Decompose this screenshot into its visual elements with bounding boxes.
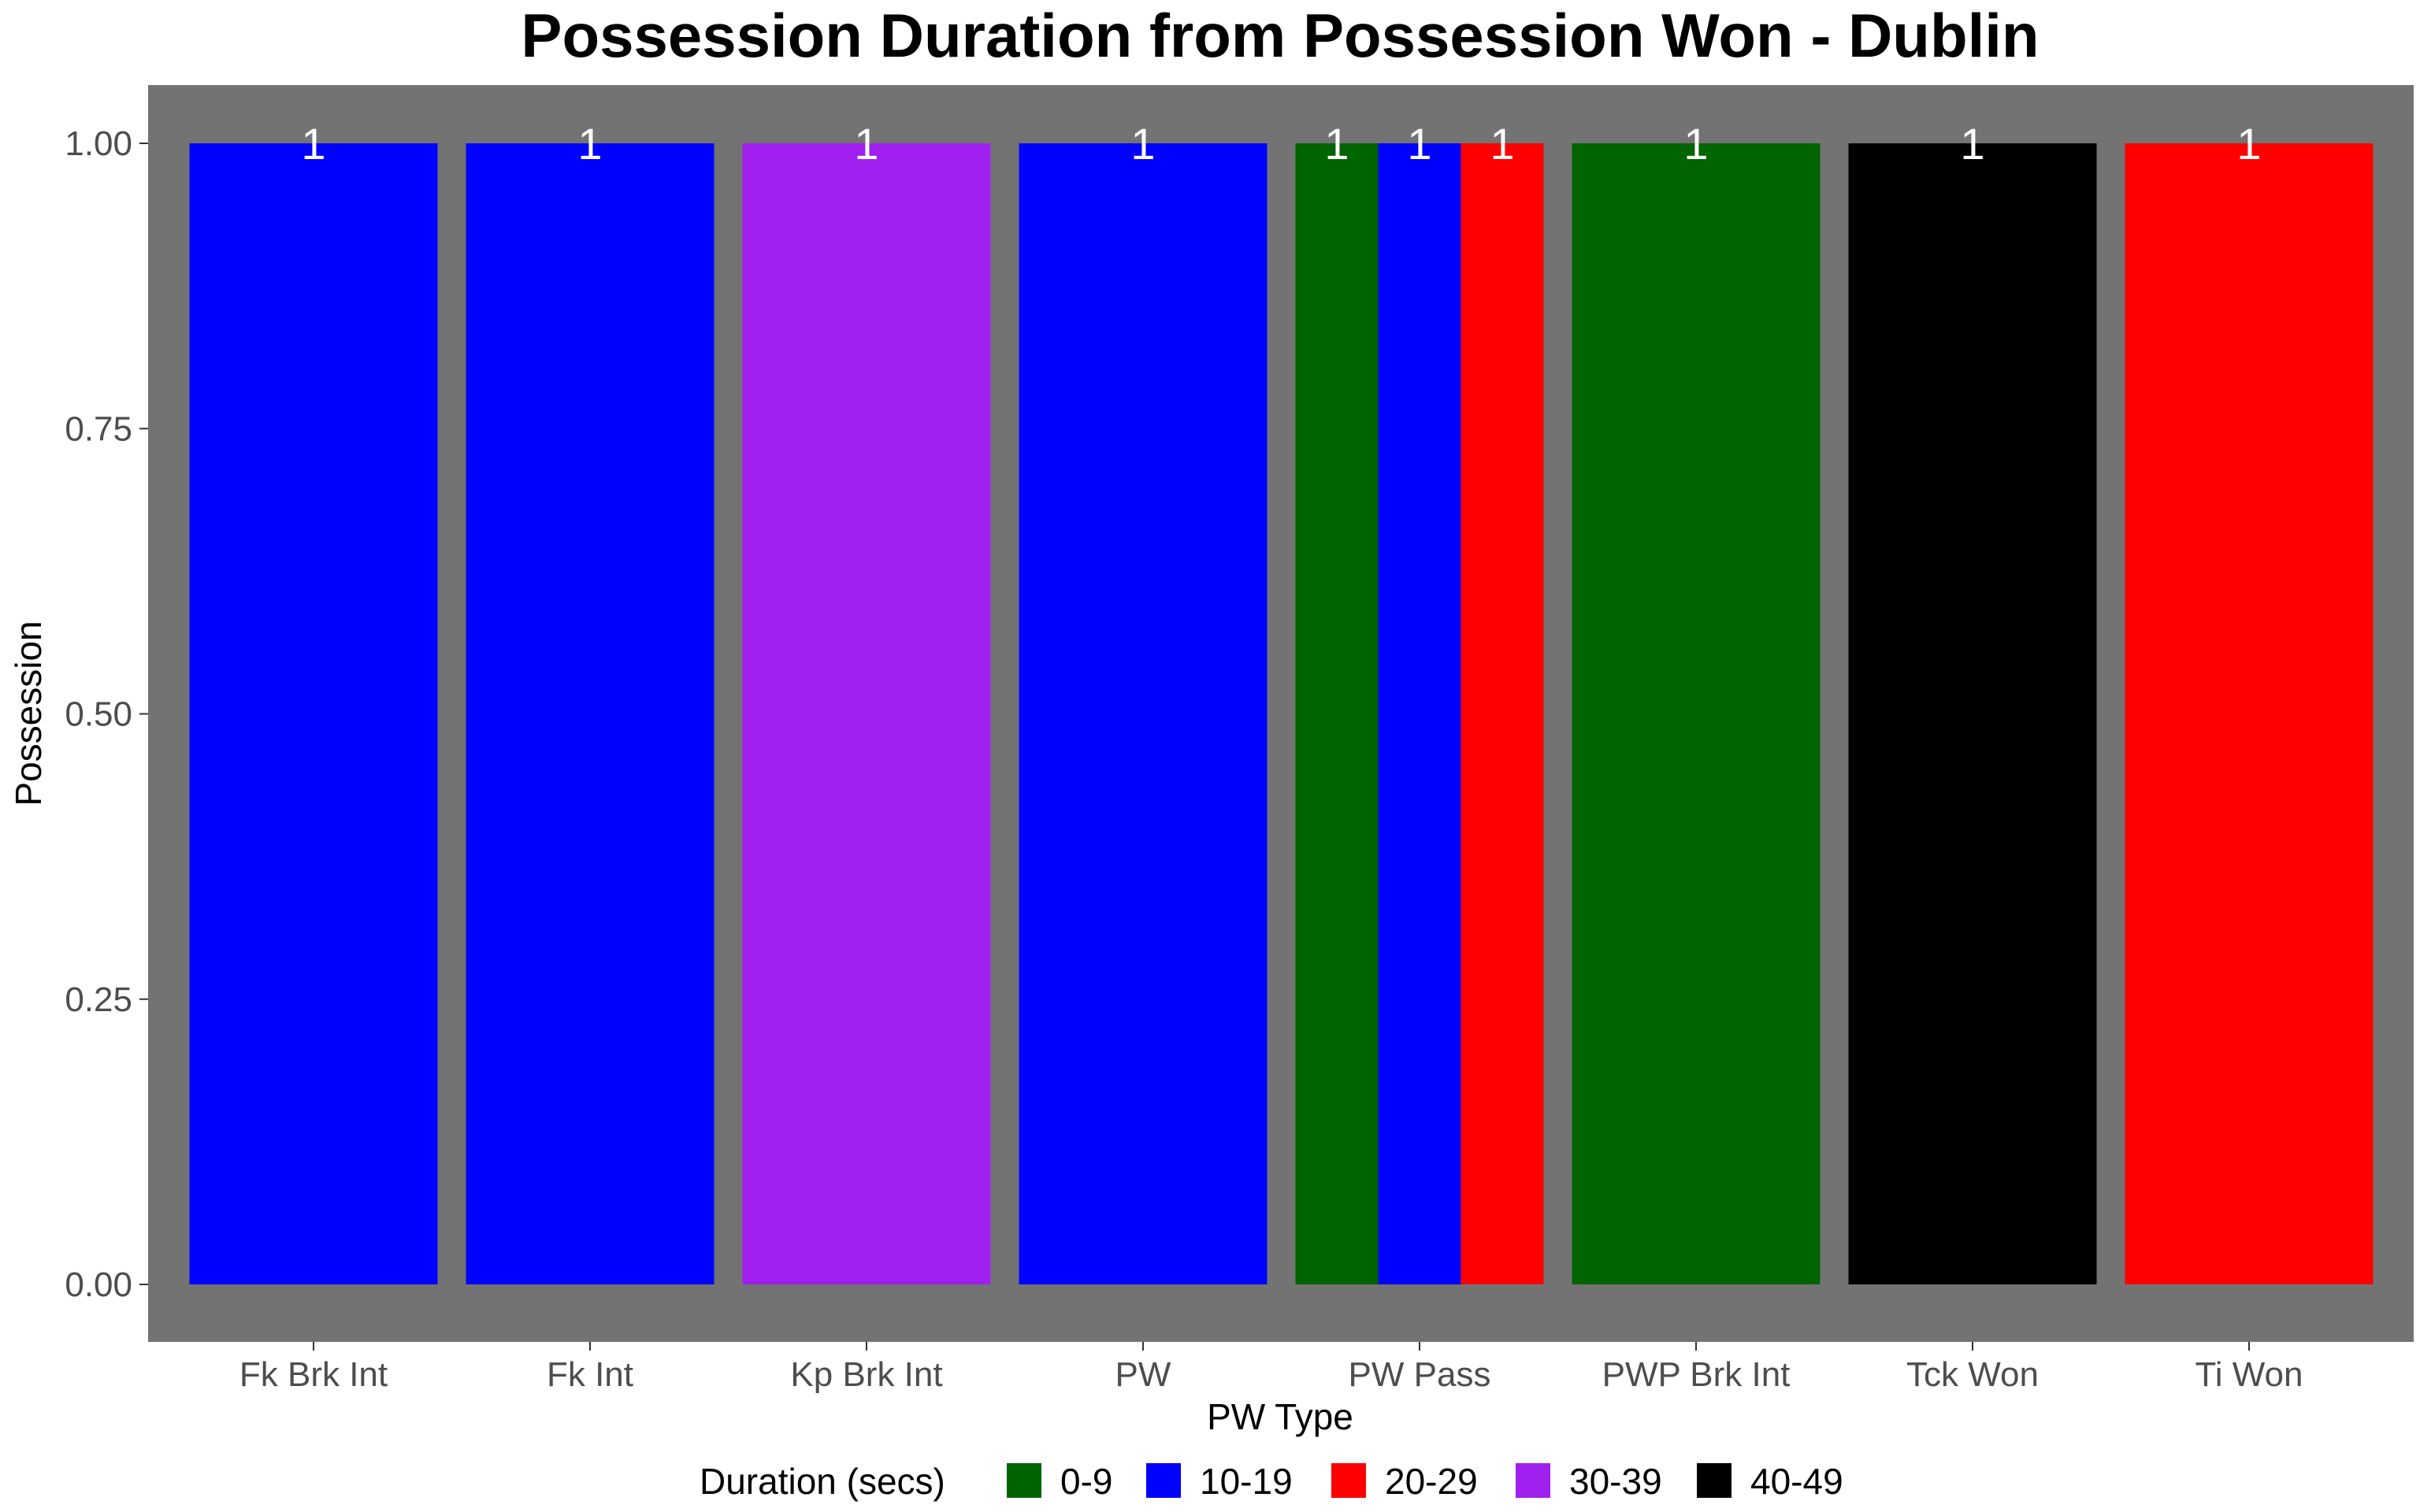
y-axis: 0.00 0.25 0.50 0.75 1.00 [65, 124, 148, 1304]
legend: Duration (secs) 0-9 10-19 20-29 30-39 40-49 [700, 1461, 1843, 1502]
legend-label-0-9: 0-9 [1060, 1461, 1112, 1502]
legend-label-20-29: 20-29 [1385, 1461, 1478, 1502]
bar-pw-pass-10-19 [1378, 143, 1461, 1284]
bars-layer [189, 143, 2374, 1284]
x-tick-label: Kp Brk Int [790, 1355, 942, 1394]
x-tick-label: Ti Won [2195, 1355, 2303, 1394]
bar-ti-won-20-29 [2125, 143, 2374, 1284]
bar-label-fk-brk-int-10-19: 1 [301, 119, 325, 169]
bar-label-pw-pass-10-19: 1 [1407, 119, 1431, 169]
y-tick-label: 0.00 [65, 1266, 132, 1304]
bar-fk-int-10-19 [466, 143, 714, 1284]
y-tick-label: 1.00 [65, 124, 132, 163]
legend-title: Duration (secs) [700, 1461, 945, 1502]
bar-pw-10-19 [1019, 143, 1268, 1284]
x-axis: Fk Brk Int Fk Int Kp Brk Int PW PW Pass PWP B… [239, 1342, 2303, 1394]
bar-label-kp-brk-int-30-39: 1 [854, 119, 878, 169]
chart-title: Possession Duration from Possession Won … [521, 1, 2039, 70]
bar-kp-brk-int-30-39 [742, 143, 991, 1284]
x-tick-label: PWP Brk Int [1602, 1355, 1791, 1394]
legend-key-40-49 [1697, 1463, 1731, 1498]
x-tick-label: Tck Won [1906, 1355, 2039, 1394]
legend-key-20-29 [1331, 1463, 1366, 1498]
bar-label-ti-won-20-29: 1 [2236, 119, 2261, 169]
bar-label-pw-pass-20-29: 1 [1490, 119, 1514, 169]
legend-label-10-19: 10-19 [1200, 1461, 1293, 1502]
bar-label-pw-10-19: 1 [1130, 119, 1155, 169]
legend-key-10-19 [1146, 1463, 1181, 1498]
bar-label-fk-int-10-19: 1 [577, 119, 602, 169]
bar-pwp-brk-int-0-9 [1572, 143, 1821, 1284]
bar-pw-pass-20-29 [1461, 143, 1544, 1284]
x-axis-title: PW Type [1207, 1396, 1353, 1437]
bar-label-tck-won-40-49: 1 [1960, 119, 1984, 169]
y-tick-label: 0.50 [65, 695, 132, 734]
bar-label-pwp-brk-int-0-9: 1 [1683, 119, 1708, 169]
legend-label-40-49: 40-49 [1750, 1461, 1843, 1502]
legend-key-30-39 [1516, 1463, 1550, 1498]
legend-key-0-9 [1007, 1463, 1041, 1498]
bar-tck-won-40-49 [1848, 143, 2097, 1284]
x-tick-label: Fk Brk Int [239, 1355, 388, 1394]
y-tick-label: 0.75 [65, 410, 132, 448]
bar-pw-pass-0-9 [1295, 143, 1379, 1284]
y-axis-title: Possession [8, 621, 49, 806]
legend-label-30-39: 30-39 [1569, 1461, 1662, 1502]
y-tick-label: 0.25 [65, 980, 132, 1019]
bar-label-pw-pass-0-9: 1 [1324, 119, 1349, 169]
x-tick-label: PW [1115, 1355, 1171, 1394]
x-tick-label: Fk Int [547, 1355, 633, 1394]
x-tick-label: PW Pass [1349, 1355, 1491, 1394]
bar-fk-brk-int-10-19 [189, 143, 438, 1284]
bar-labels-layer: 1 1 1 1 1 1 1 1 1 1 [301, 119, 2261, 169]
